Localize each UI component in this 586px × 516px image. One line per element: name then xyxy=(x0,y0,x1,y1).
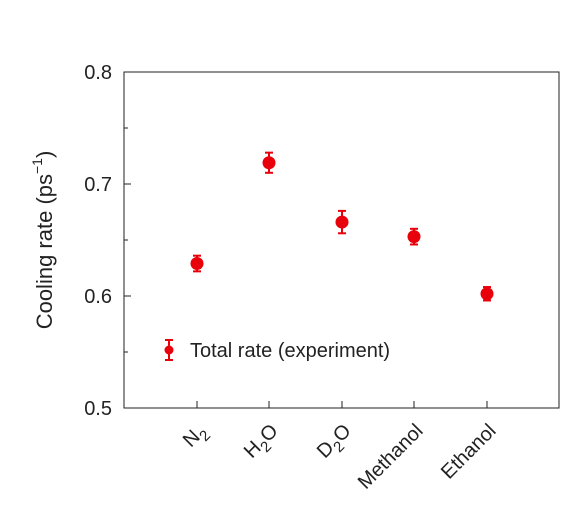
y-tick-label: 0.8 xyxy=(84,62,112,84)
y-tick-label: 0.6 xyxy=(84,286,112,308)
x-tick-label: Ethanol xyxy=(437,420,501,484)
x-tick-label: N2 xyxy=(179,420,214,455)
data-series xyxy=(190,151,494,302)
x-tick-label: H2O xyxy=(240,420,286,466)
legend-marker xyxy=(164,345,174,355)
y-axis-label-base: Cooling rate (ps xyxy=(32,174,57,329)
y-tick-label: 0.7 xyxy=(84,174,112,196)
y-axis: 0.5 0.6 0.7 0.8 xyxy=(84,62,131,420)
data-point xyxy=(190,257,204,271)
data-point xyxy=(480,287,494,301)
legend: Total rate (experiment) xyxy=(164,339,390,362)
x-tick-label-base: Ethanol xyxy=(437,420,501,484)
x-tick-label: D2O xyxy=(313,420,359,466)
data-point xyxy=(335,215,349,229)
data-point xyxy=(407,230,421,244)
y-axis-label-superscript: −1 xyxy=(29,158,45,174)
legend-label: Total rate (experiment) xyxy=(190,340,390,362)
svg-text:Cooling rate (ps−1): Cooling rate (ps−1) xyxy=(29,151,57,330)
y-axis-label: Cooling rate (ps−1) xyxy=(29,151,57,330)
data-point xyxy=(262,156,276,170)
y-tick-label: 0.5 xyxy=(84,398,112,420)
y-axis-label-tail: ) xyxy=(32,151,57,158)
x-tick-label: Methanol xyxy=(354,420,428,494)
x-tick-label-base: Methanol xyxy=(354,420,428,494)
